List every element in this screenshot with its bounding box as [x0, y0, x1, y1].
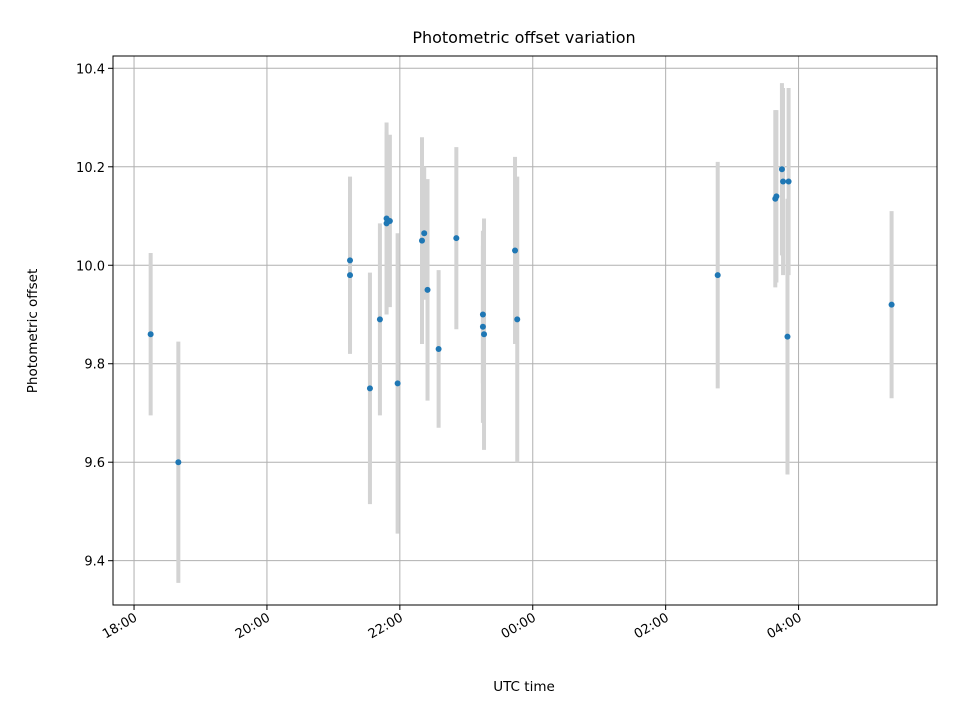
data-point: [376, 316, 383, 323]
y-tick-label: 10.4: [76, 62, 105, 77]
y-tick-label: 9.4: [84, 555, 105, 570]
data-point: [394, 380, 401, 387]
data-point: [435, 345, 442, 352]
data-point: [175, 459, 182, 466]
data-point: [347, 272, 354, 279]
data-point: [424, 286, 431, 293]
data-point: [453, 235, 460, 242]
data-point: [147, 331, 154, 338]
x-axis-label: UTC time: [493, 679, 555, 695]
data-point: [419, 237, 425, 244]
y-tick-label: 10.0: [76, 259, 105, 274]
chart-title: Photometric offset variation: [412, 28, 635, 47]
data-point: [778, 166, 785, 173]
data-point: [780, 178, 787, 185]
y-tick-label: 10.2: [76, 161, 105, 176]
data-point: [347, 257, 354, 264]
grid: [113, 56, 937, 605]
data-point: [479, 323, 486, 330]
data-point: [386, 217, 393, 224]
y-tick-label: 9.6: [84, 456, 105, 471]
data-point: [888, 301, 895, 308]
data-point: [481, 331, 488, 338]
data-point: [785, 178, 792, 185]
data-point: [512, 247, 519, 254]
y-tick-label: 9.8: [84, 358, 105, 373]
y-axis-label: Photometric offset: [25, 269, 41, 393]
data-point: [366, 385, 373, 392]
data-point: [479, 311, 486, 318]
plot-frame: [112, 55, 938, 606]
data-point: [421, 230, 428, 237]
data-point: [514, 316, 521, 323]
data-point: [784, 333, 791, 340]
data-points: [147, 166, 895, 466]
data-point: [773, 193, 780, 200]
data-point: [714, 272, 721, 279]
